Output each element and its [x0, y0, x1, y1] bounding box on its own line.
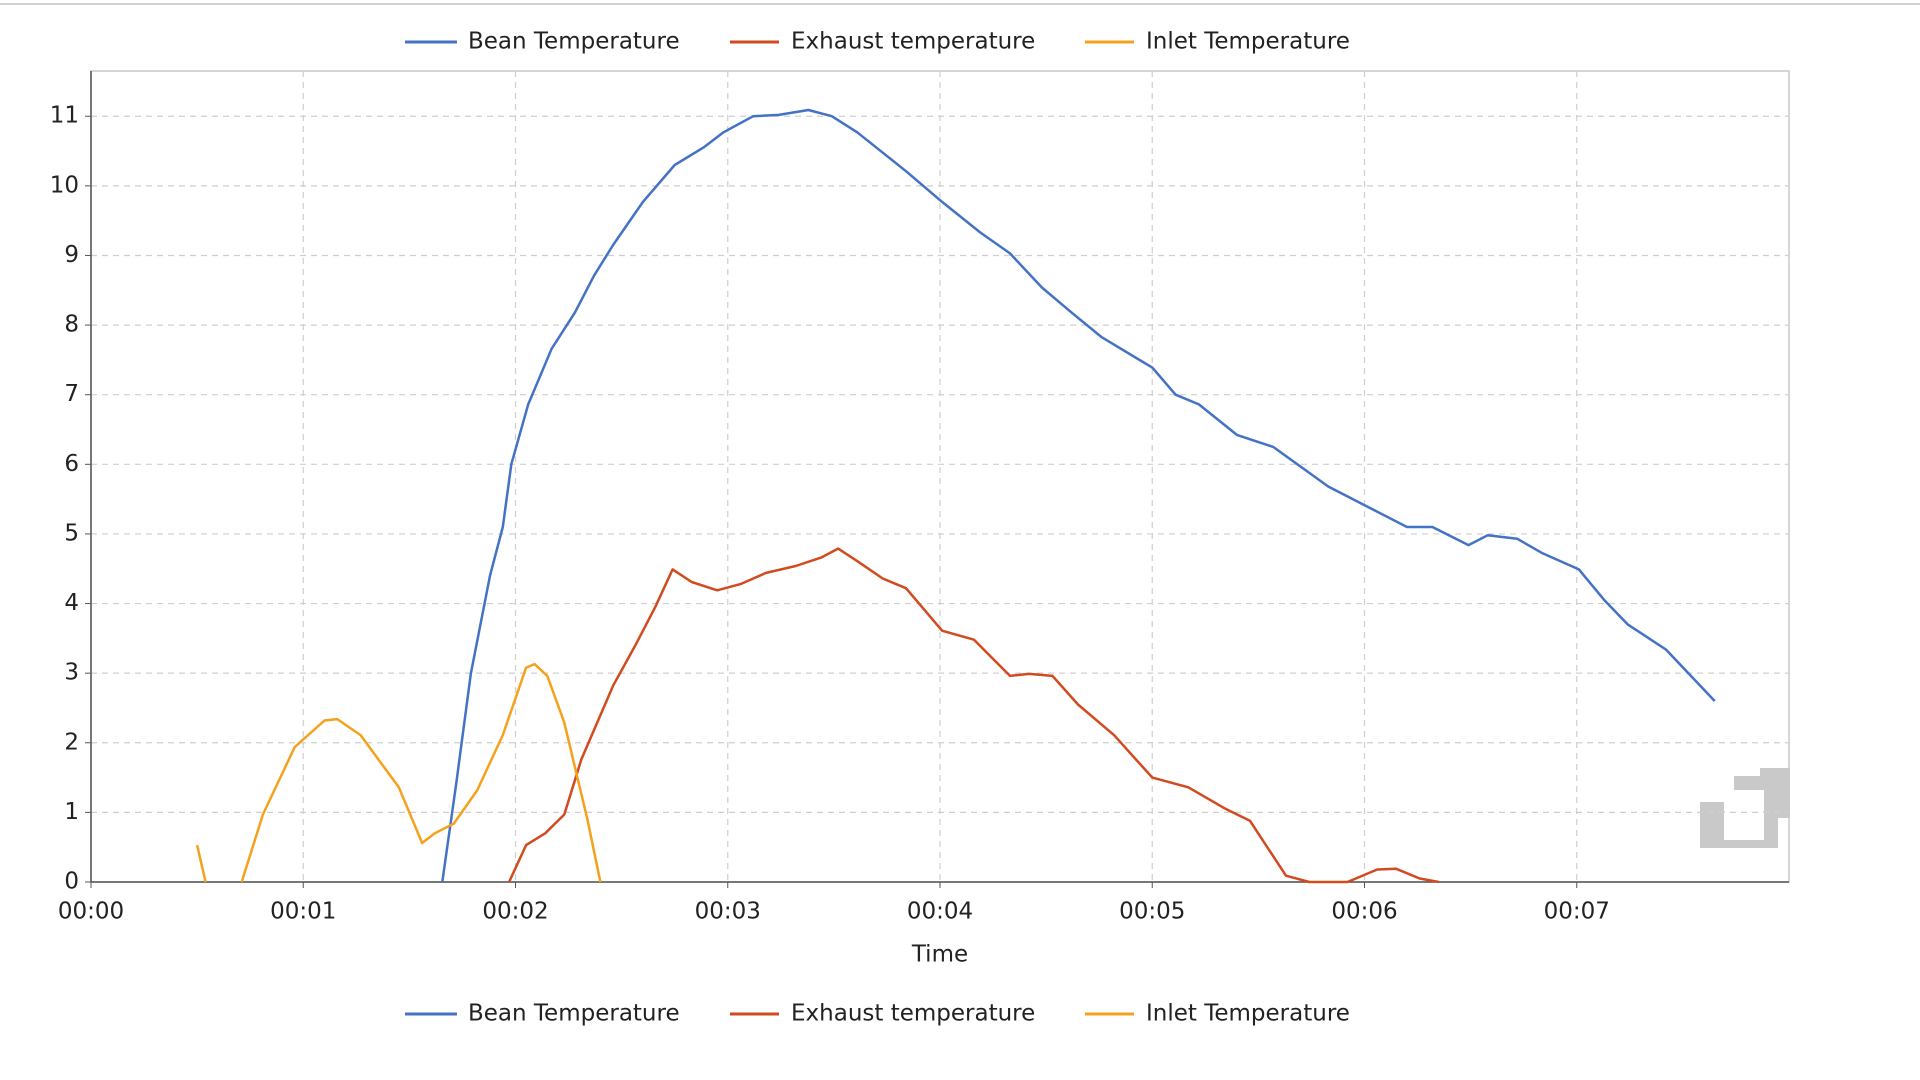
x-tick-label: 00:03 — [695, 899, 761, 925]
legend-label: Bean Temperature — [468, 1001, 680, 1027]
x-axis-title: Time — [911, 942, 968, 968]
x-tick-label: 00:06 — [1331, 899, 1397, 925]
y-tick-label: 4 — [64, 590, 79, 616]
series-line — [507, 547, 1440, 884]
y-tick-label: 8 — [64, 312, 79, 338]
y-tick-label: 1 — [64, 799, 79, 825]
x-tick-label: 00:04 — [907, 899, 973, 925]
x-tick-label: 00:07 — [1544, 899, 1610, 925]
y-tick-label: 0 — [64, 869, 79, 895]
y-tick-label: 9 — [64, 242, 79, 268]
legend-label: Exhaust temperature — [791, 29, 1035, 55]
watermark — [1700, 768, 1790, 848]
series-line — [441, 108, 1716, 883]
legend-label: Bean Temperature — [468, 29, 680, 55]
x-tick-label: 00:00 — [58, 899, 124, 925]
x-tick-label: 00:02 — [482, 899, 548, 925]
legend-label: Inlet Temperature — [1146, 29, 1350, 55]
x-tick-label: 00:05 — [1119, 899, 1185, 925]
legend-label: Inlet Temperature — [1146, 1001, 1350, 1027]
legend-label: Exhaust temperature — [791, 1001, 1035, 1027]
y-tick-label: 5 — [64, 520, 79, 546]
y-tick-label: 11 — [50, 103, 79, 129]
y-tick-label: 3 — [64, 660, 79, 686]
y-tick-label: 6 — [64, 451, 79, 477]
y-tick-label: 10 — [50, 172, 79, 198]
y-tick-label: 2 — [64, 729, 79, 755]
series-line — [195, 662, 602, 883]
y-tick-label: 7 — [64, 381, 79, 407]
x-tick-label: 00:01 — [270, 899, 336, 925]
